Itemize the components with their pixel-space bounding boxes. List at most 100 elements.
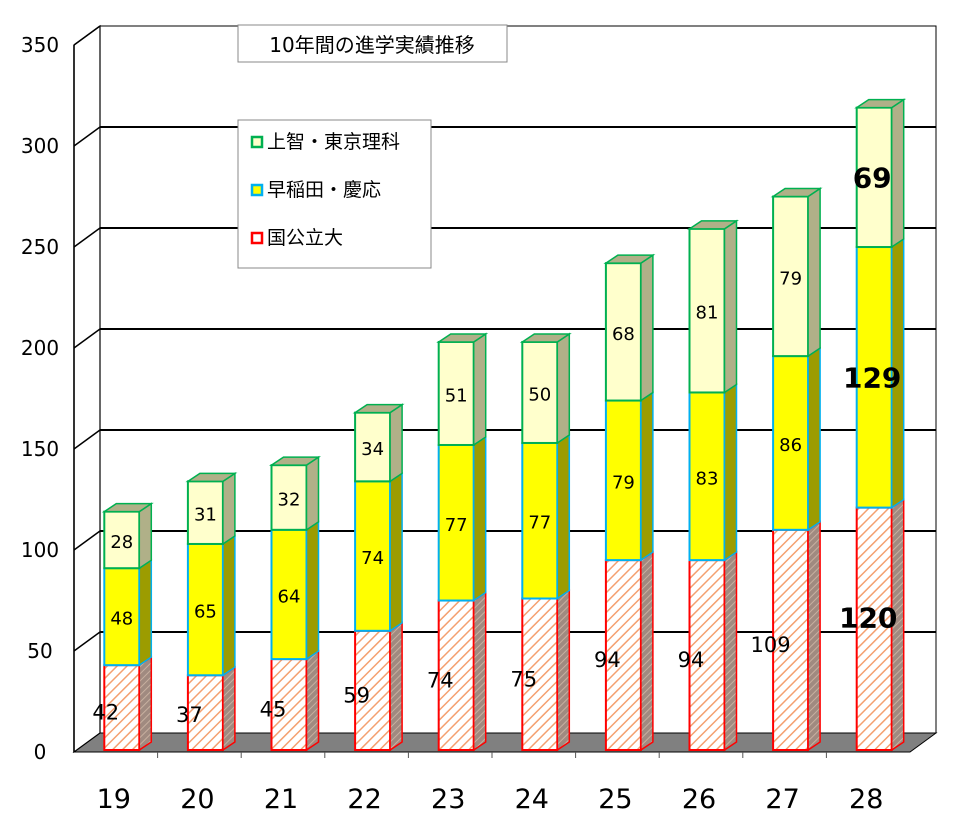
bar-segment-side	[556, 332, 571, 445]
bar-segment-0	[688, 559, 726, 751]
bar-segment-side	[556, 433, 571, 600]
bar-segment-side	[807, 520, 821, 752]
chart-title: 10年間の進学実績推移	[269, 33, 474, 57]
data-label: 94	[678, 648, 705, 672]
data-label: 83	[696, 468, 719, 489]
bar-segment-side	[222, 471, 236, 546]
bars: 42 48 28 19 37 65 31 20 45 64 32 21 59 74 34 22 74 77 51 23…	[92, 98, 907, 815]
bar-segment-2	[772, 195, 810, 358]
bar-segment-side	[556, 589, 571, 752]
y-tick-label: 300	[21, 134, 59, 158]
bar-segment-side	[472, 435, 487, 602]
y-tick-label: 200	[21, 336, 59, 360]
y-tick-label: 50	[27, 639, 52, 663]
x-tick-label: 24	[515, 784, 549, 815]
bar-stack-21: 45 64 32	[260, 455, 321, 752]
y-tick-label: 150	[21, 437, 59, 461]
data-label: 94	[594, 648, 621, 672]
data-label: 86	[779, 435, 802, 456]
bar-stack-22: 59 74 34	[343, 403, 405, 752]
bar-segment-side	[389, 621, 403, 752]
x-tick-label: 27	[765, 784, 799, 815]
data-label: 77	[445, 515, 468, 536]
bar-segment-side	[640, 550, 654, 752]
data-label: 109	[751, 633, 791, 657]
bar-top	[770, 187, 823, 198]
gridline-side	[73, 429, 101, 450]
bar-top	[687, 220, 739, 230]
bar-segment-side	[472, 591, 487, 752]
legend-label: 早稲田・慶応	[267, 179, 381, 201]
bar-segment-0	[855, 506, 893, 751]
x-tick-label: 19	[97, 784, 131, 815]
x-tick-label: 28	[849, 784, 883, 815]
bar-segment-1	[270, 528, 308, 661]
data-label: 59	[343, 683, 370, 707]
legend-label: 上智・東京理科	[267, 131, 400, 153]
gridline-side	[73, 631, 101, 652]
bar-segment-side	[222, 665, 236, 752]
bar-top	[185, 472, 238, 483]
bar-segment-side	[723, 219, 738, 394]
data-label: 74	[427, 668, 454, 692]
x-tick-label: 25	[598, 784, 632, 815]
bar-segment-2	[354, 411, 392, 483]
data-label: 42	[92, 701, 119, 725]
bar-segment-1	[354, 480, 392, 632]
bar-top	[603, 254, 656, 264]
bar-segment-2	[437, 340, 475, 446]
bar-top	[101, 502, 154, 513]
bar-stack-23: 74 77 51	[427, 332, 489, 752]
data-label: 48	[110, 609, 133, 630]
data-label: 65	[194, 602, 217, 623]
data-label: 129	[843, 361, 901, 394]
x-tick-label: 23	[431, 784, 465, 815]
legend-swatch	[250, 183, 264, 197]
data-label: 34	[361, 439, 384, 460]
bar-segment-side	[138, 558, 153, 667]
bar-top	[436, 333, 489, 343]
data-label: 75	[510, 667, 537, 691]
bar-segment-side	[807, 187, 821, 358]
bar-segment-0	[270, 658, 308, 751]
gridline-side	[73, 126, 101, 147]
data-label: 74	[361, 548, 384, 569]
bar-segment-side	[305, 455, 320, 532]
bar-segment-side	[640, 391, 654, 562]
legend-swatch	[250, 231, 264, 245]
gridline-side	[73, 328, 101, 349]
data-label: 120	[839, 602, 897, 635]
data-label: 64	[278, 586, 301, 607]
x-tick-label: 20	[180, 784, 214, 815]
bar-segment-2	[186, 480, 224, 545]
gridline-side	[73, 227, 101, 248]
x-tick-label: 22	[347, 784, 381, 815]
bar-stack-19: 42 48 28	[92, 502, 154, 752]
bar-segment-1	[437, 443, 475, 602]
bar-segment-side	[138, 655, 153, 752]
data-label: 51	[445, 385, 468, 406]
bar-segment-1	[604, 399, 642, 562]
bar-segment-2	[604, 262, 642, 402]
bar-segment-side	[138, 502, 153, 570]
legend-swatch	[250, 135, 264, 149]
bar-segment-side	[389, 403, 403, 483]
y-tick-label: 250	[21, 235, 59, 259]
bar-stack-28: 120 129 69	[839, 98, 907, 752]
gridline-side	[73, 530, 101, 551]
bar-top	[269, 456, 321, 466]
bar-stack-25: 94 79 68	[594, 253, 656, 752]
chart-title-box: 10年間の進学実績推移	[237, 24, 508, 63]
y-tick-label: 350	[21, 33, 59, 57]
x-tick-label: 21	[264, 784, 298, 815]
bar-stack-20: 37 65 31	[176, 471, 238, 752]
bar-stack-24: 75 77 50	[510, 332, 572, 752]
bar-segment-side	[723, 383, 738, 562]
data-label: 28	[110, 532, 133, 553]
data-label: 81	[696, 303, 719, 324]
legend-label: 国公立大	[267, 227, 343, 249]
bar-segment-side	[222, 534, 236, 677]
bar-segment-side	[472, 332, 487, 447]
bar-segment-side	[305, 520, 320, 661]
bar-segment-side	[723, 550, 738, 752]
